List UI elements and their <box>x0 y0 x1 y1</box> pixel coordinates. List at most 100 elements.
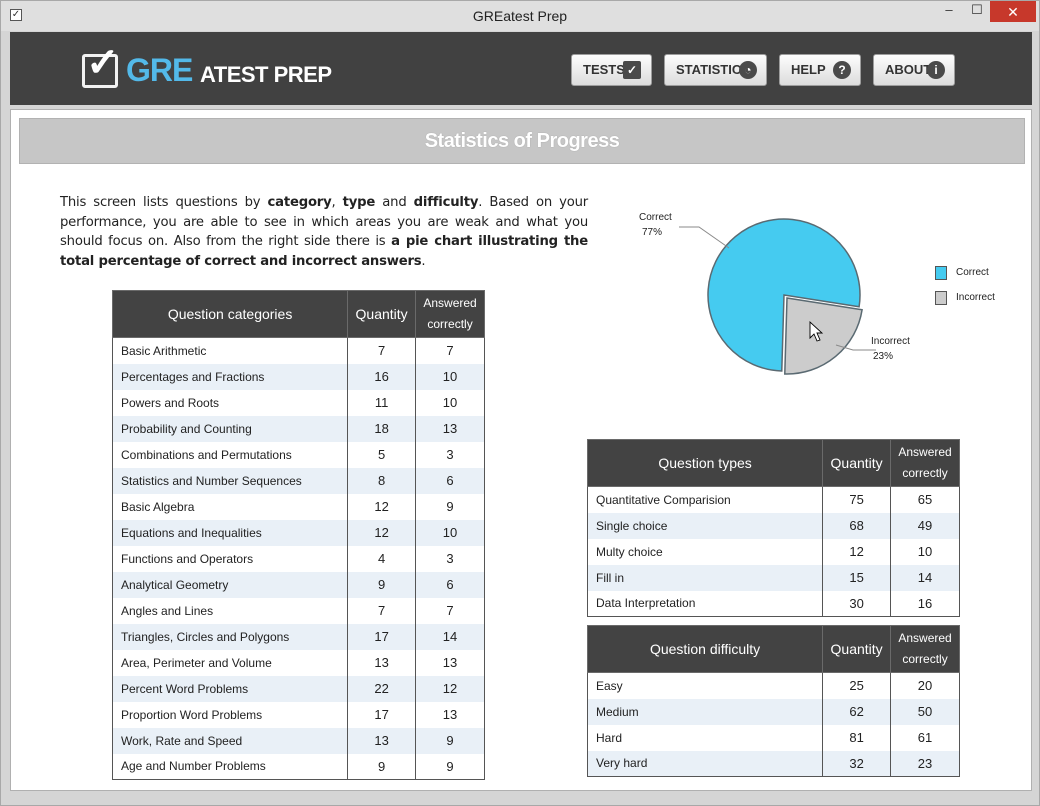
intro-part: , <box>331 195 343 210</box>
row-label: Triangles, Circles and Polygons <box>111 623 349 650</box>
types-table: Question types Quantity Answered correct… <box>586 439 960 617</box>
correct-cell: 14 <box>415 623 485 650</box>
row-label: Easy <box>586 672 824 699</box>
correct-cell: 12 <box>415 675 485 702</box>
info-icon: i <box>927 61 945 79</box>
quantity-cell: 11 <box>347 389 417 416</box>
minimize-button[interactable]: – <box>945 2 953 17</box>
intro-bold-end: a pie chart illustrating the total perce… <box>60 234 588 269</box>
table-row: Fill in 15 14 <box>586 564 960 591</box>
pie-slice-correct <box>707 218 861 372</box>
correct-cell: 50 <box>890 698 960 725</box>
quantity-cell: 9 <box>347 571 417 598</box>
table-row: Percent Word Problems 22 12 <box>111 675 485 702</box>
correct-cell: 61 <box>890 724 960 751</box>
main-content: Statistics of Progress This screen lists… <box>10 109 1032 791</box>
table-row: Combinations and Permutations 5 3 <box>111 441 485 468</box>
row-label: Percent Word Problems <box>111 675 349 702</box>
row-label: Single choice <box>586 512 824 539</box>
intro-bold-category: category <box>267 195 332 210</box>
correct-cell: 14 <box>890 564 960 591</box>
column-header: Answered correctly <box>415 290 485 338</box>
table-row: Powers and Roots 11 10 <box>111 389 485 416</box>
row-label: Powers and Roots <box>111 389 349 416</box>
row-label: Functions and Operators <box>111 545 349 572</box>
table-row: Equations and Inequalities 12 10 <box>111 519 485 546</box>
correct-cell: 20 <box>890 672 960 699</box>
row-label: Proportion Word Problems <box>111 701 349 728</box>
table-row: Very hard 32 23 <box>586 750 960 777</box>
column-header: Quantity <box>822 439 892 487</box>
row-label: Basic Algebra <box>111 493 349 520</box>
quantity-cell: 12 <box>347 493 417 520</box>
quantity-cell: 68 <box>822 512 892 539</box>
intro-bold-type: type <box>342 195 376 210</box>
close-button[interactable]: ✕ <box>990 1 1036 22</box>
mouse-cursor-icon <box>809 320 824 342</box>
pie-label-correct-value: 77% <box>642 227 663 238</box>
row-label: Combinations and Permutations <box>111 441 349 468</box>
correct-cell: 13 <box>415 649 485 676</box>
row-label: Percentages and Fractions <box>111 363 349 390</box>
nav-help-label: HELP <box>791 62 826 77</box>
nav-help-button[interactable]: HELP ? <box>779 54 861 86</box>
row-label: Probability and Counting <box>111 415 349 442</box>
maximize-button[interactable]: ☐ <box>971 2 983 17</box>
difficulty-table: Question difficulty Quantity Answered co… <box>586 625 960 777</box>
logo-check-icon: ✓ <box>86 41 120 85</box>
table-row: Data Interpretation 30 16 <box>586 590 960 617</box>
page-title: Statistics of Progress <box>19 118 1025 164</box>
table-row: Statistics and Number Sequences 8 6 <box>111 467 485 494</box>
legend-swatch-incorrect <box>935 291 947 305</box>
quantity-cell: 18 <box>347 415 417 442</box>
table-row: Angles and Lines 7 7 <box>111 597 485 624</box>
table-row: Single choice 68 49 <box>586 512 960 539</box>
pie-label-correct: Correct 77% <box>639 210 672 240</box>
quantity-cell: 32 <box>822 750 892 777</box>
quantity-cell: 25 <box>822 672 892 699</box>
nav-about-button[interactable]: ABOUT i <box>873 54 955 86</box>
correct-cell: 23 <box>890 750 960 777</box>
table-row: Functions and Operators 4 3 <box>111 545 485 572</box>
table-row: Easy 25 20 <box>586 672 960 699</box>
correct-cell: 10 <box>890 538 960 565</box>
row-label: Age and Number Problems <box>111 753 349 780</box>
quantity-cell: 15 <box>822 564 892 591</box>
pie-label-incorrect-value: 23% <box>873 351 894 362</box>
pie-chart-icon: ◔ <box>739 61 757 79</box>
nav-tests-button[interactable]: TESTS ✓ <box>571 54 652 86</box>
correct-cell: 6 <box>415 571 485 598</box>
correct-cell: 10 <box>415 389 485 416</box>
categories-table: Question categories Quantity Answered co… <box>111 290 485 780</box>
correct-cell: 13 <box>415 701 485 728</box>
quantity-cell: 17 <box>347 701 417 728</box>
quantity-cell: 13 <box>347 727 417 754</box>
row-label: Multy choice <box>586 538 824 565</box>
quantity-cell: 13 <box>347 649 417 676</box>
table-row: Multy choice 12 10 <box>586 538 960 565</box>
check-icon: ✓ <box>623 61 641 79</box>
nav-about-label: ABOUT <box>885 62 932 77</box>
correct-cell: 9 <box>415 727 485 754</box>
table-row: Percentages and Fractions 16 10 <box>111 363 485 390</box>
table-row: Quantitative Comparision 75 65 <box>586 486 960 513</box>
app-icon[interactable]: ✓ <box>10 9 22 21</box>
row-label: Area, Perimeter and Volume <box>111 649 349 676</box>
quantity-cell: 22 <box>347 675 417 702</box>
intro-part: . Based on your performance, you are abl… <box>60 195 589 249</box>
column-header: Answered correctly <box>890 625 960 673</box>
quantity-cell: 81 <box>822 724 892 751</box>
intro-part: This screen lists questions by <box>60 195 268 210</box>
pie-chart: Correct 77% Incorrect 23% Correct Incorr… <box>631 200 1031 390</box>
quantity-cell: 16 <box>347 363 417 390</box>
legend-label-correct: Correct <box>956 267 989 278</box>
quantity-cell: 30 <box>822 590 892 617</box>
quantity-cell: 7 <box>347 597 417 624</box>
row-label: Quantitative Comparision <box>586 486 824 513</box>
help-icon: ? <box>833 61 851 79</box>
column-header: Question types <box>586 439 824 487</box>
correct-cell: 65 <box>890 486 960 513</box>
logo-checkbox-icon <box>82 54 118 88</box>
quantity-cell: 4 <box>347 545 417 572</box>
nav-statistics-button[interactable]: STATISTICS ◔ <box>664 54 767 86</box>
